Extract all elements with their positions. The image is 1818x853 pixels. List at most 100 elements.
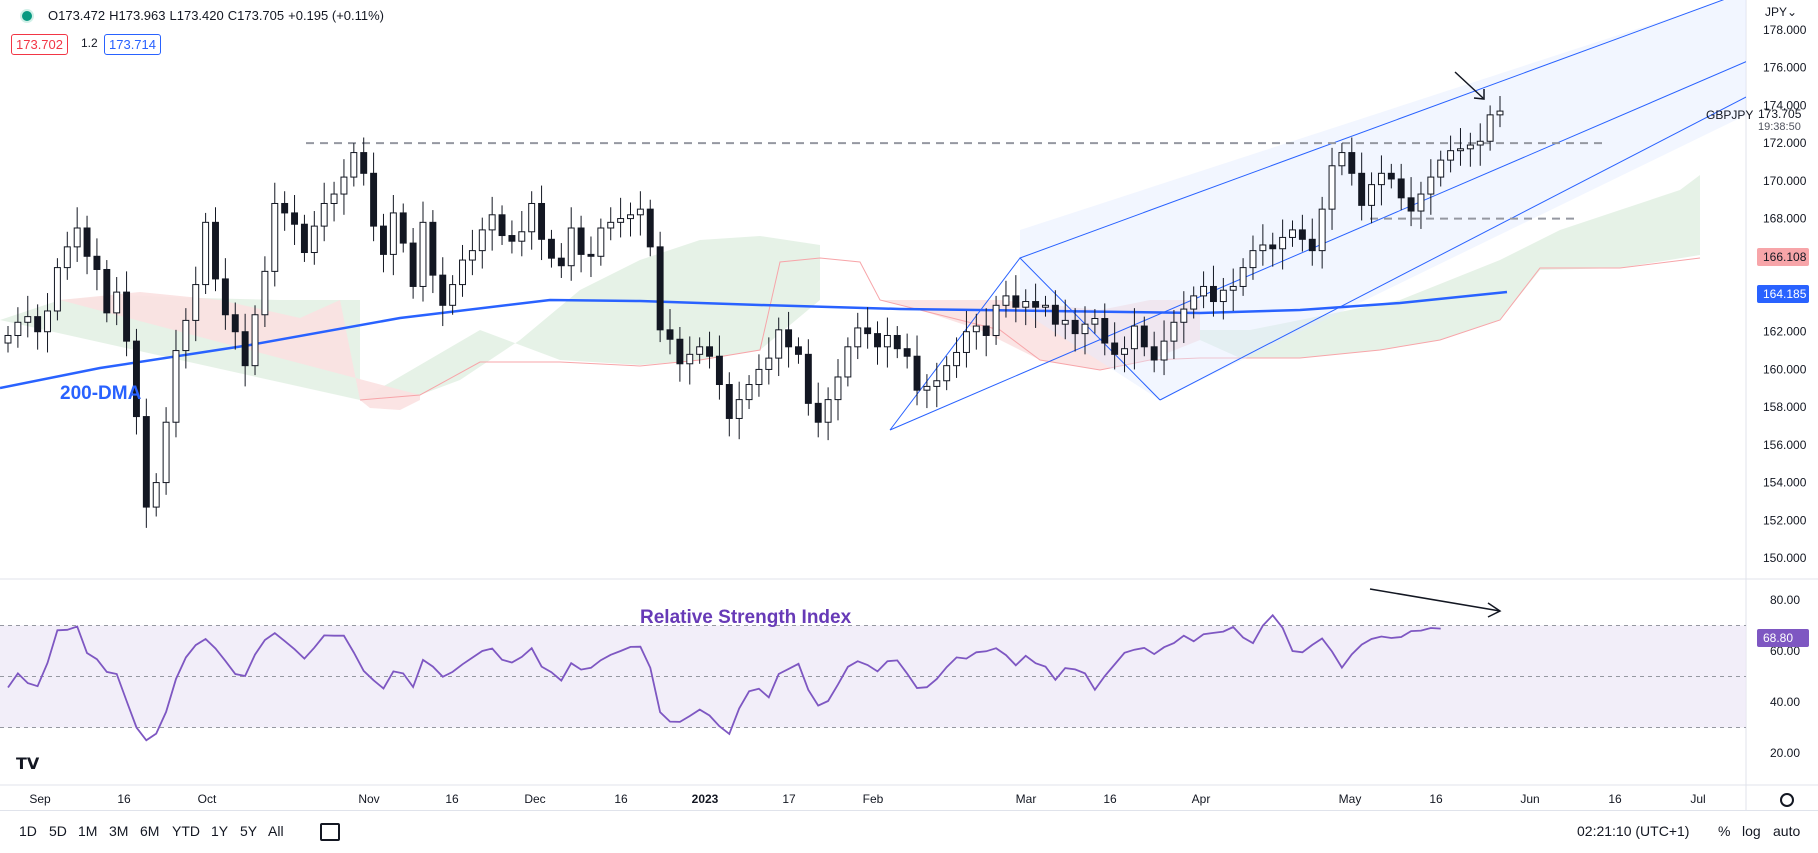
- candle-up: [1377, 172, 1385, 186]
- kijun-line: [359, 257, 1701, 401]
- price-tick-label: 150.000: [1763, 551, 1807, 565]
- time-tick-label: 17: [782, 792, 796, 806]
- candle-up: [1121, 348, 1128, 355]
- ohlc-legend: O173.472 H173.963 L173.420 C173.705 +0.1…: [20, 8, 384, 23]
- time-tick-label: May: [1339, 792, 1362, 806]
- candle-up: [1289, 229, 1296, 238]
- clock-label[interactable]: 02:21:10 (UTC+1): [1577, 823, 1690, 839]
- time-tick-label: 16: [614, 792, 628, 806]
- percent-toggle[interactable]: %: [1718, 823, 1731, 839]
- arrow-annotations[interactable]: [1369, 71, 1502, 618]
- timeframe-all[interactable]: All: [268, 823, 284, 839]
- time-axis[interactable]: Sep 16 Oct Nov 16 Dec 16 2023 17 Feb Mar 16 Apr May 16…: [29, 792, 1705, 806]
- candle-down: [893, 334, 901, 350]
- buy-price-button[interactable]: 173.714: [104, 34, 161, 55]
- timeframe-1d[interactable]: 1D: [19, 823, 37, 839]
- candles: [4, 96, 1504, 528]
- candle-up: [962, 331, 970, 353]
- candle-down: [804, 353, 812, 404]
- candle-up: [172, 350, 180, 423]
- candle-down: [291, 212, 299, 225]
- candle-down: [656, 246, 664, 331]
- candle-down: [83, 227, 91, 257]
- candle-down: [498, 214, 506, 237]
- currency-selector[interactable]: JPY⌄: [1765, 5, 1797, 19]
- candle-down: [300, 223, 308, 254]
- candle-down: [1397, 178, 1405, 199]
- timeframe-5y[interactable]: 5Y: [240, 823, 258, 839]
- horizontal-levels[interactable]: [306, 142, 1605, 220]
- price-tick-label: 170.000: [1763, 174, 1807, 188]
- channel-fill: [1020, 0, 1746, 400]
- sell-price-button[interactable]: 173.702: [11, 34, 68, 55]
- price-tick-label: 176.000: [1763, 61, 1807, 75]
- calendar-range-icon[interactable]: [320, 823, 340, 841]
- candle-up: [53, 267, 61, 312]
- candle-up: [765, 357, 773, 370]
- timeframe-5d[interactable]: 5D: [49, 823, 67, 839]
- candle-down: [221, 278, 229, 316]
- candle-up: [1368, 184, 1376, 206]
- candle-up: [518, 231, 526, 242]
- candle-down: [874, 333, 881, 348]
- high-value: H173.963: [109, 8, 166, 23]
- price-axis[interactable]: 178.000 176.000 174.000 172.000 170.000 168.0…: [1763, 23, 1807, 760]
- candle-up: [844, 346, 852, 378]
- candle-down: [241, 331, 249, 367]
- arrow-rsi-head: [1487, 602, 1502, 618]
- spread-value: 1.2: [81, 36, 98, 50]
- timeframe-1m[interactable]: 1M: [78, 823, 98, 839]
- auto-toggle[interactable]: auto: [1773, 823, 1801, 839]
- rsi-value-tag: 68.80: [1757, 629, 1809, 647]
- candle-down: [577, 227, 585, 255]
- candle-up: [1476, 140, 1484, 146]
- chevron-down-icon: ⌄: [1787, 5, 1798, 19]
- candle-up: [567, 227, 575, 267]
- candle-up: [14, 321, 22, 336]
- bottom-toolbar: [0, 810, 1818, 853]
- candle-down: [1101, 318, 1109, 344]
- candle-down: [34, 316, 42, 333]
- dma-annotation[interactable]: 200-DMA: [60, 383, 142, 404]
- timeframe-ytd[interactable]: YTD: [172, 823, 200, 839]
- price-tick-label: 154.000: [1763, 476, 1807, 490]
- timeframe-6m[interactable]: 6M: [140, 823, 160, 839]
- candle-up: [1239, 267, 1247, 287]
- candle-up: [1486, 114, 1494, 142]
- candle-up: [182, 319, 190, 352]
- candle-up: [607, 221, 615, 229]
- rsi-tick-label: 20.00: [1770, 746, 1800, 760]
- time-tick-label: 16: [1103, 792, 1117, 806]
- candle-up: [1200, 285, 1208, 297]
- candle-down: [360, 152, 368, 174]
- change-value: +0.195 (+0.11%): [288, 8, 385, 23]
- candle-up: [1338, 152, 1346, 167]
- close-value: C173.705: [227, 8, 285, 23]
- candle-up: [468, 250, 476, 261]
- candle-down: [439, 274, 447, 306]
- candle-down: [913, 355, 921, 391]
- candle-down: [538, 202, 546, 240]
- candle-up: [696, 346, 704, 355]
- candle-up: [1457, 148, 1464, 152]
- candle-up: [251, 314, 259, 367]
- time-tick-label: Mar: [1016, 792, 1037, 806]
- candle-down: [93, 255, 101, 270]
- settings-icon[interactable]: [1780, 793, 1794, 807]
- rsi-annotation[interactable]: Relative Strength Index: [640, 607, 852, 628]
- candle-down: [1051, 304, 1059, 325]
- time-tick-label: Oct: [198, 792, 217, 806]
- candle-down: [646, 208, 654, 248]
- candle-up: [24, 316, 32, 323]
- candle-down: [785, 329, 793, 348]
- time-tick-label: Feb: [863, 792, 884, 806]
- candle-up: [636, 208, 644, 216]
- log-toggle[interactable]: log: [1742, 823, 1761, 839]
- cloud-green: [0, 236, 820, 400]
- candle-down: [557, 257, 565, 267]
- time-tick-label: 16: [117, 792, 131, 806]
- timeframe-3m[interactable]: 3M: [109, 823, 129, 839]
- timeframe-1y[interactable]: 1Y: [211, 823, 229, 839]
- time-tick-label: 16: [1429, 792, 1443, 806]
